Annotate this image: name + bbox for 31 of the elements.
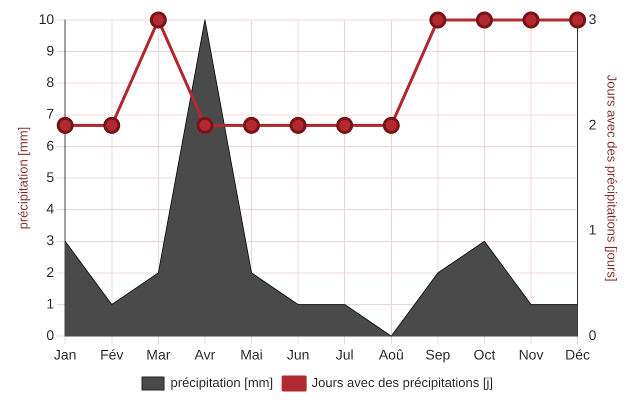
y-tick-label: 10 <box>38 10 54 27</box>
y-tick-label: 4 <box>46 200 54 217</box>
x-tick-label: Fév <box>100 346 124 362</box>
y-tick-label: 1 <box>46 295 54 312</box>
y2-tick-label: 3 <box>588 10 597 27</box>
y-tick-label: 3 <box>46 232 54 248</box>
x-tick-label: Mai <box>240 346 263 362</box>
x-tick-label: Jul <box>336 346 354 362</box>
y-tick-label: 7 <box>46 106 54 122</box>
y2-tick-label: 1 <box>588 222 597 238</box>
y-tick-label: 5 <box>46 168 54 185</box>
x-tick-label: Mar <box>146 346 171 362</box>
x-tick-label: Nov <box>518 346 544 362</box>
x-tick-label: Déc <box>565 346 590 362</box>
x-tick-label: Jun <box>286 346 310 362</box>
y-tick-label: 6 <box>46 137 54 154</box>
x-tick-label: Sep <box>425 346 451 362</box>
legend-label: précipitation [mm] <box>170 375 274 390</box>
y-tick-label: 8 <box>46 74 54 90</box>
x-tick-label: Jan <box>54 346 76 362</box>
y-tick-label: 9 <box>46 42 54 58</box>
y-tick-label: 2 <box>46 264 54 280</box>
y2-tick-label: 2 <box>588 116 597 132</box>
x-tick-label: Oct <box>474 346 496 362</box>
x-tick-label: Avr <box>194 346 216 362</box>
x-tick-label: Aoû <box>378 346 404 362</box>
legend-label: Jours avec des précipitations [j] <box>312 375 493 390</box>
y2-axis-title: Jours avec des précipitations [jours] <box>604 74 620 282</box>
y-tick-label: 0 <box>46 327 54 344</box>
y2-tick-label: 0 <box>588 327 597 344</box>
y-axis-title: précipitation [mm] <box>15 126 30 230</box>
